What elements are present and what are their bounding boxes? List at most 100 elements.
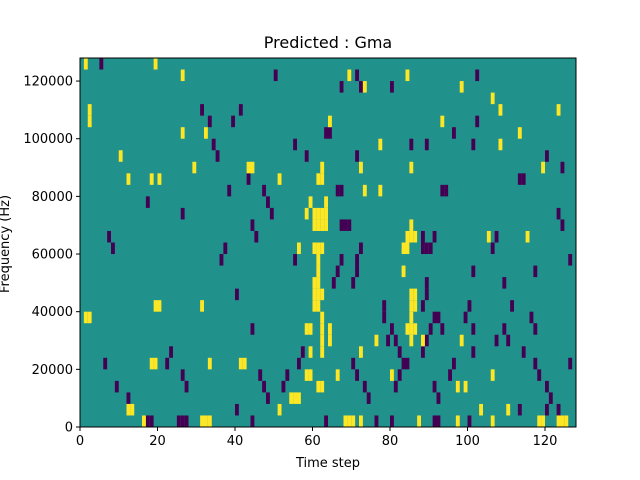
heatmap-cell-low: [545, 150, 549, 162]
heatmap-cell-high: [378, 184, 383, 197]
heatmap-cell-high: [490, 369, 495, 381]
heatmap-cell-high: [320, 207, 325, 220]
heatmap-cell-high: [409, 323, 414, 335]
heatmap-cell-low: [324, 127, 328, 139]
y-tick-label: 120000: [23, 75, 73, 90]
heatmap-cell-low: [180, 415, 185, 427]
heatmap-cell-low: [281, 380, 286, 393]
heatmap-cell-high: [362, 81, 367, 93]
heatmap-cell-high: [401, 265, 406, 278]
heatmap-cell-high: [320, 288, 325, 301]
heatmap-cell-high: [401, 242, 406, 255]
heatmap-cell-high: [405, 242, 410, 255]
heatmap-cell-high: [304, 207, 309, 220]
heatmap-cell-low: [339, 184, 344, 197]
heatmap-cell-low: [533, 357, 538, 370]
y-axis: 0 20000 40000 60000 80000 100000 120000: [23, 75, 80, 436]
heatmap-cell-low: [355, 254, 359, 266]
heatmap-cell-high: [347, 415, 352, 427]
heatmap-cell-low: [405, 357, 410, 370]
heatmap-cell-high: [324, 219, 328, 231]
heatmap-cell-low: [467, 300, 472, 312]
heatmap-cells: [83, 58, 573, 427]
heatmap-cell-low: [297, 357, 301, 370]
y-tick-label: 0: [65, 421, 73, 436]
plot-frame: [79, 57, 577, 428]
heatmap-cell-low: [424, 334, 429, 347]
heatmap-cell-high: [320, 161, 325, 174]
heatmap-cell-low: [393, 334, 398, 347]
heatmap-cell-high: [537, 415, 542, 427]
heatmap-cell-high: [320, 334, 325, 347]
heatmap-cell-low: [165, 357, 170, 370]
heatmap-cell-high: [204, 415, 208, 427]
heatmap-cell-high: [180, 127, 185, 139]
heatmap-cell-low: [300, 346, 305, 358]
heatmap-cell-low: [227, 184, 232, 197]
heatmap-cell-low: [250, 219, 255, 231]
heatmap-cell-low: [560, 219, 565, 231]
heatmap-cell-low: [335, 184, 340, 197]
heatmap-cell-high: [316, 219, 321, 231]
heatmap-cell-high: [308, 196, 313, 208]
heatmap-cell-low: [556, 207, 561, 220]
heatmap-cell-low: [421, 242, 425, 255]
heatmap-cell-high: [153, 300, 158, 312]
heatmap-cell-high: [157, 173, 162, 185]
heatmap-cell-high: [413, 288, 418, 301]
heatmap-cell-high: [87, 115, 92, 128]
heatmap-cell-high: [312, 300, 317, 312]
heatmap-cell-low: [502, 323, 507, 335]
heatmap-cell-low: [421, 346, 425, 358]
heatmap-cell-high: [359, 346, 363, 358]
heatmap-cell-low: [471, 265, 476, 278]
heatmap-cell-high: [320, 242, 325, 255]
heatmap-cell-low: [258, 369, 263, 381]
heatmap-cell-low: [328, 127, 332, 139]
heatmap-cell-high: [312, 219, 317, 231]
heatmap-cell-high: [87, 311, 92, 324]
heatmap-cell-low: [362, 380, 367, 393]
heatmap-cell-low: [432, 230, 437, 243]
heatmap-cell-low: [145, 415, 150, 427]
heatmap-cell-high: [277, 403, 282, 416]
heatmap-cell-low: [393, 380, 398, 393]
heatmap-cell-low: [114, 380, 119, 393]
heatmap-cell-high: [316, 242, 321, 255]
heatmap-cell-low: [180, 369, 185, 381]
heatmap-cell-high: [409, 311, 414, 324]
heatmap-cell-high: [297, 392, 301, 404]
heatmap-cell-high: [409, 300, 414, 312]
x-tick-label: 20: [149, 434, 166, 449]
heatmap-cell-low: [269, 207, 274, 220]
heatmap-cell-high: [405, 230, 410, 243]
heatmap-cell-high: [126, 173, 131, 185]
heatmap-cell-low: [397, 369, 402, 381]
heatmap-cell-low: [397, 346, 402, 358]
heatmap-cell-low: [428, 323, 433, 335]
heatmap-cell-high: [204, 127, 208, 139]
heatmap-cell-low: [440, 184, 445, 197]
heatmap-cell-high: [486, 230, 491, 243]
heatmap-cell-low: [448, 369, 452, 381]
heatmap-cell-high: [153, 58, 158, 70]
heatmap-cell-low: [184, 380, 189, 393]
heatmap-cell-high: [200, 415, 204, 427]
heatmap-cell-high: [440, 115, 445, 128]
heatmap-cell-high: [417, 415, 421, 427]
heatmap-cell-low: [111, 242, 115, 255]
heatmap-cell-high: [312, 242, 317, 255]
heatmap-cell-high: [459, 334, 464, 347]
heatmap-cell-low: [262, 184, 266, 197]
heatmap-cell-high: [343, 415, 348, 427]
heatmap-cell-low: [506, 334, 511, 347]
heatmap-cell-high: [374, 334, 379, 347]
heatmap-cell-low: [386, 334, 390, 347]
heatmap-cell-high: [316, 173, 321, 185]
heatmap-cell-low: [424, 277, 429, 289]
heatmap-cell-low: [432, 311, 437, 324]
heatmap-cell-low: [444, 184, 449, 197]
heatmap-cell-high: [409, 230, 414, 243]
heatmap-cell-low: [107, 230, 111, 243]
heatmap-cell-high: [320, 380, 325, 393]
